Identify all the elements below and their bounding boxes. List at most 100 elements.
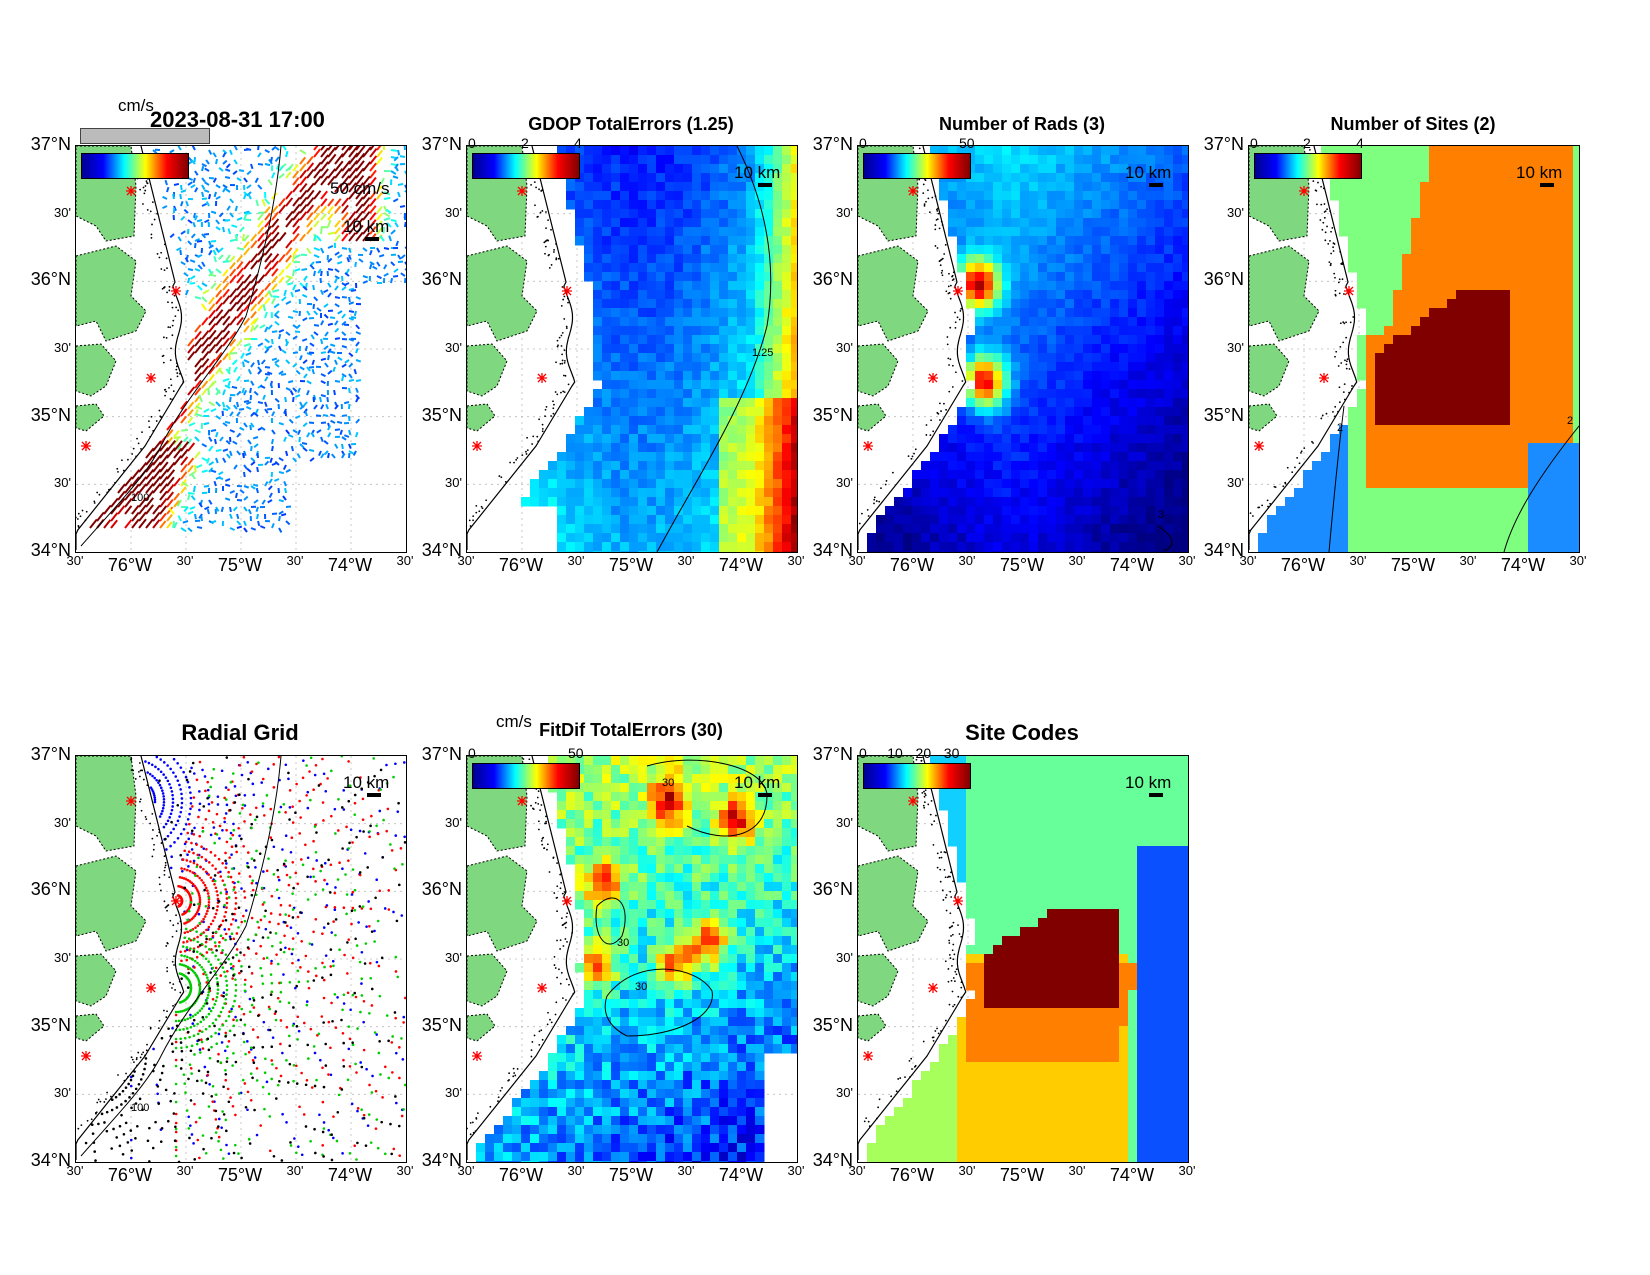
map-svg: 100 xyxy=(76,756,406,1162)
colorbar-tick-label: 2 xyxy=(521,135,529,151)
land-mass xyxy=(858,756,929,1042)
lon-minor-label: 30' xyxy=(1569,553,1587,568)
lon-label: 75°W xyxy=(999,1165,1045,1185)
lon-label: 74°W xyxy=(718,555,764,575)
contour-label: 2 xyxy=(1337,422,1343,434)
lon-minor-label: 30' xyxy=(567,1163,585,1178)
land-mass xyxy=(1249,146,1320,432)
contour-label: 100 xyxy=(131,1102,149,1114)
lat-label: 35°N xyxy=(30,1014,71,1035)
radar-site-marker xyxy=(953,896,963,906)
lat-minor-label: 30' xyxy=(836,814,853,830)
lon-minor-label: 30' xyxy=(1068,1163,1086,1178)
colorbar-tick-label: 0 xyxy=(468,745,476,761)
scale-bar xyxy=(1149,793,1163,797)
radar-site-marker xyxy=(517,186,527,196)
lon-minor-label: 30' xyxy=(1349,553,1367,568)
map-frame: 3 xyxy=(857,145,1189,553)
contour-line: 30 xyxy=(604,968,713,1037)
lat-label: 37°N xyxy=(1203,134,1244,154)
lon-label: 76°W xyxy=(498,555,544,575)
lat-label: 37°N xyxy=(30,134,71,154)
panel-title: GDOP TotalErrors (1.25) xyxy=(528,114,734,134)
scale-label: 10 km xyxy=(343,217,390,236)
radar-site-marker xyxy=(908,186,918,196)
lat-label: 36°N xyxy=(421,269,462,290)
colorbar-tick-label: 10 xyxy=(887,745,903,761)
radar-site-marker xyxy=(562,896,572,906)
map-svg: 100 xyxy=(76,146,406,552)
lon-minor-label: 30' xyxy=(677,1163,695,1178)
radar-site-marker xyxy=(562,286,572,296)
map-svg: 3 xyxy=(858,146,1188,552)
coastline xyxy=(467,146,576,550)
lat-minor-label: 30' xyxy=(54,950,71,965)
lon-minor-label: 30' xyxy=(176,553,194,568)
land-mass xyxy=(76,756,147,1042)
lon-minor-label: 30' xyxy=(457,553,475,568)
scale-bar xyxy=(365,237,379,241)
lon-minor-label: 30' xyxy=(396,553,414,568)
lat-label: 34°N xyxy=(812,1150,853,1170)
lon-minor-label: 30' xyxy=(958,1163,976,1178)
contour-line: 3 xyxy=(1157,509,1173,552)
velocity-units-label: cm/s xyxy=(118,96,154,115)
lon-minor-label: 30' xyxy=(286,553,304,568)
radar-site-marker xyxy=(863,441,873,451)
radar-site-marker xyxy=(81,441,91,451)
radar-site-marker xyxy=(1319,373,1329,383)
lat-minor-label: 30' xyxy=(445,340,462,355)
radar-site-marker xyxy=(171,896,181,906)
lat-label: 34°N xyxy=(30,1150,71,1170)
gdop-field xyxy=(521,146,797,552)
contour-line: 30 xyxy=(595,897,629,949)
radar-site-marker xyxy=(953,286,963,296)
colorbar xyxy=(863,153,971,179)
lat-minor-label: 30' xyxy=(836,1085,853,1101)
lon-label: 75°W xyxy=(999,555,1045,575)
map-frame: 30 30 30 xyxy=(466,755,798,1163)
lon-label: 75°W xyxy=(217,555,263,575)
colorbar-tick-label: 4 xyxy=(574,135,582,151)
rads-field xyxy=(867,146,1188,552)
units-label: cm/s xyxy=(496,712,532,731)
velocity-colorbar xyxy=(81,153,189,179)
lat-label: 34°N xyxy=(421,1150,462,1170)
lon-minor-label: 30' xyxy=(958,553,976,568)
lon-label: 76°W xyxy=(107,1165,153,1185)
radar-site-marker xyxy=(537,373,547,383)
lon-label: 75°W xyxy=(608,555,654,575)
scale-bar xyxy=(758,183,772,187)
lat-minor-label: 30' xyxy=(445,475,462,491)
colorbar xyxy=(863,763,971,789)
contour-label: 30 xyxy=(662,777,674,789)
codes-field xyxy=(867,756,1188,1162)
lat-label: 34°N xyxy=(812,540,853,560)
map-svg: 30 30 30 xyxy=(467,756,797,1162)
coastline xyxy=(858,756,967,1160)
lon-minor-label: 30' xyxy=(1459,553,1477,568)
colorbar-tick-label: 30 xyxy=(943,745,960,761)
colorbar xyxy=(472,153,580,179)
lat-label: 34°N xyxy=(30,540,71,560)
lon-minor-label: 30' xyxy=(848,1163,866,1178)
contour-label: 2 xyxy=(1567,415,1573,427)
radar-site-marker xyxy=(1344,286,1354,296)
lat-minor-label: 30' xyxy=(54,814,71,830)
lon-minor-label: 30' xyxy=(567,553,585,568)
lon-minor-label: 30' xyxy=(66,553,84,568)
lon-label: 75°W xyxy=(608,1165,654,1185)
colorbar-tick-label: 50 xyxy=(568,745,584,761)
radar-site-marker xyxy=(928,373,938,383)
contour-line: 1.25 xyxy=(656,146,773,552)
lat-label: 35°N xyxy=(421,1014,462,1035)
colorbar-tick-label: 4 xyxy=(1356,135,1364,151)
lat-minor-label: 30' xyxy=(445,814,462,830)
lon-label: 75°W xyxy=(1390,555,1436,575)
lat-minor-label: 30' xyxy=(1227,475,1244,491)
lat-label: 35°N xyxy=(1203,404,1244,425)
lat-minor-label: 30' xyxy=(445,950,462,965)
land-mass xyxy=(467,756,538,1042)
contour-line: 2 xyxy=(1503,415,1579,552)
radial-grid-site-3 xyxy=(84,756,406,1162)
